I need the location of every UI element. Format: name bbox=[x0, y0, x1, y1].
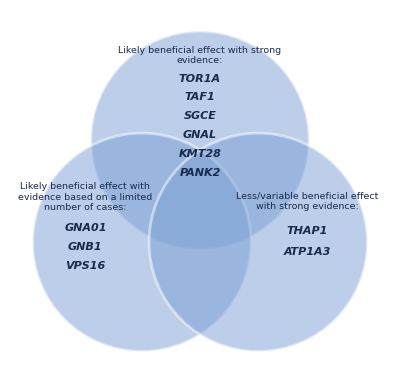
Circle shape bbox=[149, 133, 367, 351]
Circle shape bbox=[33, 133, 251, 351]
Text: Likely beneficial effect with
evidence based on a limited
number of cases:: Likely beneficial effect with evidence b… bbox=[18, 182, 152, 212]
Text: Less/variable beneficial effect
with strong evidence:: Less/variable beneficial effect with str… bbox=[236, 191, 378, 211]
Circle shape bbox=[91, 31, 309, 249]
Text: GNB1: GNB1 bbox=[68, 242, 103, 252]
Text: VPS16: VPS16 bbox=[65, 260, 106, 271]
Text: ATP1A3: ATP1A3 bbox=[284, 247, 331, 257]
Text: Likely beneficial effect with strong
evidence:: Likely beneficial effect with strong evi… bbox=[118, 46, 282, 65]
Text: THAP1: THAP1 bbox=[287, 226, 328, 236]
Text: GNA01: GNA01 bbox=[64, 223, 107, 233]
Text: PANK2: PANK2 bbox=[179, 168, 221, 178]
Text: TAF1: TAF1 bbox=[185, 92, 215, 102]
Text: SGCE: SGCE bbox=[184, 111, 216, 121]
Text: GNAL: GNAL bbox=[183, 130, 217, 140]
Text: KMT28: KMT28 bbox=[178, 149, 222, 159]
Text: TOR1A: TOR1A bbox=[179, 74, 221, 83]
